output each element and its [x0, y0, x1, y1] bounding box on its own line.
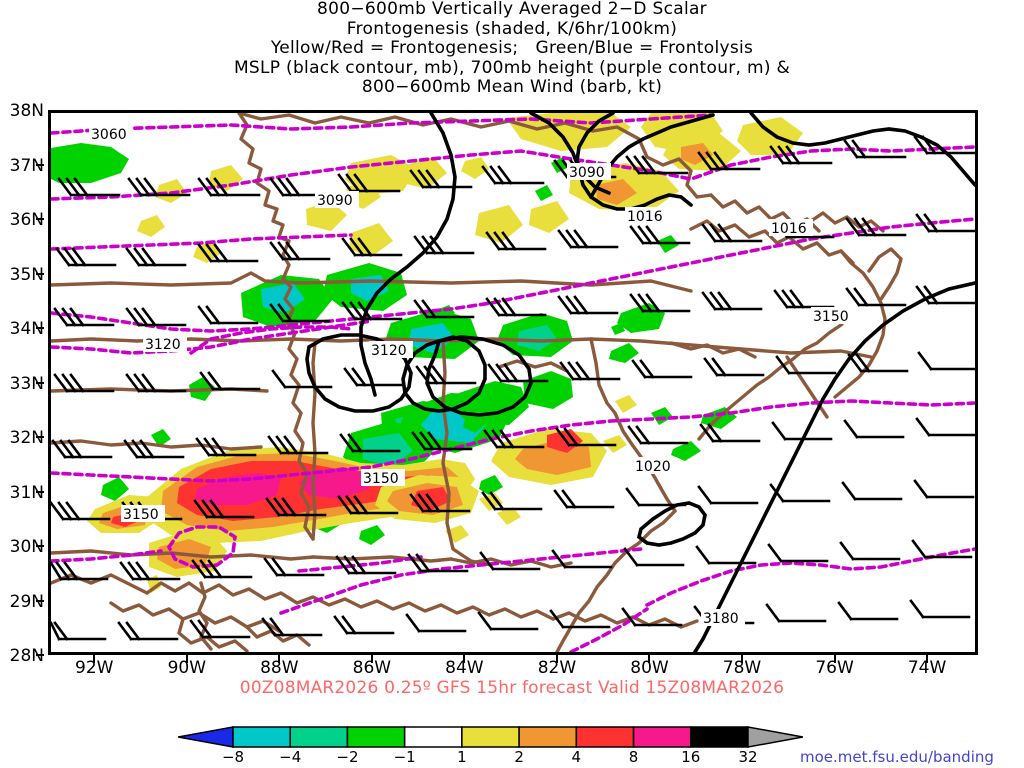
lon-tick — [648, 655, 651, 663]
title-line-1: 800−600mb Vertically Averaged 2−D Scalar — [317, 0, 707, 19]
lat-tick — [36, 436, 44, 438]
svg-text:3060: 3060 — [91, 127, 127, 143]
lat-tick — [36, 599, 44, 602]
title-line-4: MSLP (black contour, mb), 700mb height (… — [233, 57, 791, 78]
lat-tick — [36, 327, 44, 329]
lon-tick-label: 86W — [352, 658, 392, 678]
lon-tick — [741, 655, 744, 663]
colorbar-over-arrow — [747, 726, 803, 748]
contour-labels: 3060 3090 3090 3120 3120 3150 3150 3150 … — [89, 125, 855, 627]
lat-tick-label: 34N — [9, 319, 44, 339]
colorbar-cell — [690, 726, 749, 748]
colorbar-labels: −8 −4 −2 −1 1 2 4 8 16 32 — [178, 748, 803, 766]
colorbar-tick-label: −2 — [336, 748, 359, 766]
lat-tick — [36, 381, 44, 384]
lat-tick-label: 33N — [9, 373, 44, 394]
colorbar-tick-label: −8 — [221, 748, 245, 766]
forecast-caption: 00Z08MAR2026 0.25º GFS 15hr forecast Val… — [239, 678, 785, 698]
lon-tick-label: 74W — [907, 658, 947, 678]
lat-tick — [36, 272, 44, 275]
lat-tick — [36, 545, 44, 547]
svg-text:3180: 3180 — [703, 611, 739, 627]
colorbar-cell — [346, 726, 406, 748]
lon-tick — [926, 655, 929, 663]
lat-tick-label: 37N — [9, 155, 44, 176]
colorbar-cell — [632, 726, 692, 748]
svg-text:3150: 3150 — [363, 471, 399, 487]
lat-tick-label: 29N — [9, 591, 44, 612]
wind-barbs — [51, 135, 975, 641]
colorbar-tick-label: 32 — [738, 748, 758, 766]
colorbar-under-arrow — [178, 726, 234, 748]
svg-text:3120: 3120 — [145, 337, 181, 353]
lon-tick-label: 80W — [630, 658, 669, 678]
lon-tick — [278, 655, 281, 663]
colorbar-cell — [518, 726, 578, 748]
watermark: moe.met.fsu.edu/banding — [800, 748, 994, 766]
svg-text:1016: 1016 — [771, 221, 807, 237]
colorbar-cell — [403, 726, 463, 748]
colorbar-tick-label: 8 — [628, 748, 639, 766]
colorbar-tick-label: 1 — [457, 748, 467, 766]
svg-text:3090: 3090 — [317, 193, 353, 209]
lon-tick-label: 88W — [260, 658, 299, 678]
figure-title: 800−600mb Vertically Averaged 2−D Scalar… — [0, 0, 1024, 98]
lat-tick-label: 28N — [9, 646, 44, 666]
lat-tick — [36, 163, 44, 166]
map-plot-area[interactable]: 3060 3090 3090 3120 3120 3150 3150 3150 … — [48, 110, 978, 655]
lat-tick-label: 32N — [9, 428, 44, 448]
colorbar-tick-label: 16 — [681, 748, 701, 766]
svg-text:3120: 3120 — [371, 343, 407, 359]
colorbar-cell — [232, 726, 291, 748]
colorbar — [178, 726, 803, 748]
colorbar-tick-label: 4 — [571, 748, 582, 766]
lon-tick-label: 92W — [75, 658, 114, 678]
title-line-3: Yellow/Red = Frontogenesis; Green/Blue =… — [270, 38, 754, 58]
lat-tick-label: 30N — [9, 537, 44, 557]
svg-text:1016: 1016 — [627, 209, 663, 225]
colorbar-tick-label: 2 — [514, 748, 524, 766]
colorbar-cell — [575, 726, 635, 748]
latitude-axis: 38N 37N 36N 35N 34N 33N 32N 31N 30N 29N 28N — [0, 101, 44, 666]
lon-tick — [185, 655, 188, 663]
svg-text:3150: 3150 — [813, 309, 849, 325]
colorbar-cell — [461, 726, 520, 748]
colorbar-tick-label: −1 — [393, 748, 416, 766]
lat-tick-label: 35N — [9, 264, 44, 285]
lon-tick-label: 82W — [537, 658, 577, 678]
lat-tick-label: 38N — [9, 101, 44, 121]
colorbar-cell — [289, 726, 349, 748]
svg-text:3150: 3150 — [123, 507, 159, 523]
lon-tick-label: 90W — [167, 658, 207, 678]
title-line-5: 800−600mb Mean Wind (barb, kt) — [361, 77, 663, 97]
lon-tick — [93, 655, 96, 663]
lat-tick — [36, 218, 44, 220]
lon-tick — [463, 655, 466, 663]
lon-tick — [555, 655, 558, 663]
title-line-2: Frontogenesis (shaded, K/6hr/100km) — [346, 18, 678, 39]
longitude-axis: 92W 90W 88W 86W 84W 82W 80W 78W 76W 74W — [48, 658, 978, 682]
lat-tick — [36, 490, 44, 493]
lon-tick — [370, 655, 373, 663]
lon-tick — [833, 655, 836, 663]
lat-tick — [36, 654, 44, 656]
lat-tick-label: 31N — [9, 482, 44, 503]
lat-tick-label: 36N — [9, 210, 44, 230]
lon-tick-label: 84W — [445, 658, 484, 678]
lon-tick-label: 76W — [815, 658, 854, 678]
map-canvas: 3060 3090 3090 3120 3120 3150 3150 3150 … — [51, 113, 975, 652]
svg-text:1020: 1020 — [635, 459, 671, 475]
lon-tick-label: 78W — [722, 658, 762, 678]
svg-text:3090: 3090 — [569, 165, 605, 181]
colorbar-tick-label: −4 — [279, 748, 302, 766]
